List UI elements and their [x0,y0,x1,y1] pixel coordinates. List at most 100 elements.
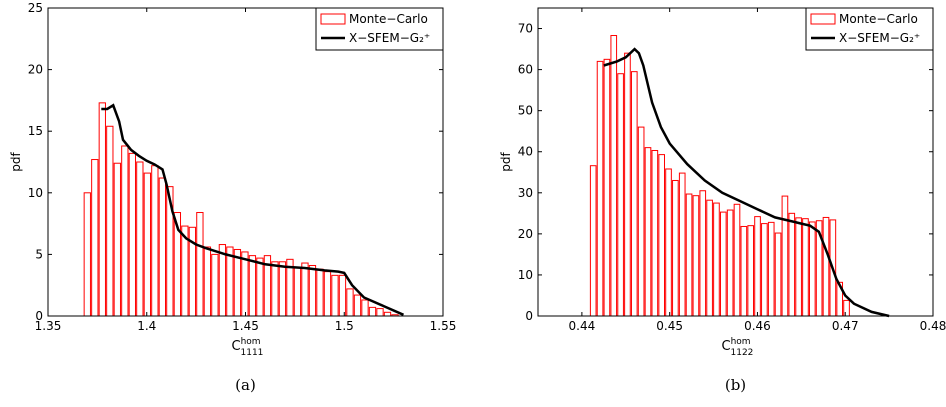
histogram-bar [603,58,611,317]
histogram-bar [106,125,114,317]
x-label-sup: hom [731,337,751,347]
histogram-bar [644,147,652,317]
histogram-bar [376,308,384,317]
histogram-bar [308,264,317,317]
x-label-sub: 1111 [241,348,264,358]
histogram-bar [143,172,151,317]
x-tick-label: 0.47 [832,319,859,333]
x-tick-label: 1.55 [430,319,457,333]
histogram-bar [211,253,219,317]
y-axis-label: pdf [9,152,23,172]
x-label-sub: 1122 [731,348,754,358]
histogram-bar [128,152,136,317]
histogram-bar [331,274,339,317]
histogram-bar [589,165,597,317]
y-tick-label: 50 [518,104,533,118]
histogram-bar [248,255,257,317]
histogram-bar [383,311,392,317]
histogram-bar [802,218,809,317]
histogram-bar [788,212,796,317]
x-tick-label: 0.48 [920,319,946,333]
x-axis-label: Chom 1111 [232,337,264,358]
x-tick-label: 0.46 [744,319,771,333]
axes-box [537,7,934,317]
histogram-bar [617,73,624,317]
histogram-bar [692,195,700,317]
legend-swatch [320,13,346,25]
histogram-bar [795,217,802,317]
caption: (a) [235,376,256,394]
histogram-bar [368,306,377,317]
y-tick-label: 10 [518,268,533,282]
y-tick-label: 10 [28,186,43,200]
histogram-bar [774,232,782,317]
histogram-bar [121,145,129,317]
histogram-bar [685,193,693,317]
histogram-bar [678,172,686,317]
y-tick-label: 60 [518,63,533,77]
y-tick-label: 20 [518,227,533,241]
histogram-bar [767,221,775,317]
histogram-bar [278,261,287,317]
x-tick-label: 0.44 [569,319,596,333]
legend-label: X−SFEM−G₂⁺ [839,31,920,45]
y-axis-label: pdf [499,152,513,172]
legend-swatch [810,13,836,25]
histogram-bar [233,248,242,317]
x-tick-label: 1.4 [137,319,156,333]
y-tick-label: 30 [518,186,533,200]
line-series [101,103,405,316]
x-tick-label: 1.35 [35,319,62,333]
x-label-sup: hom [241,337,261,347]
caption: (b) [725,376,746,394]
histogram-bar [706,199,713,317]
histogram-bar [203,246,212,317]
histogram-bar [113,162,121,317]
histogram-bar [256,257,264,317]
histogram-bar [726,209,734,317]
histogram-bar [226,246,234,317]
y-tick-label: 0 [35,309,43,323]
histogram-bar [808,221,816,317]
histogram-bar [596,60,604,317]
histogram-bar [754,216,761,317]
histogram-bar [353,294,362,317]
histogram-bar [624,52,631,317]
histogram-bar [843,299,850,317]
histogram-bar [651,150,659,317]
histogram-bar [196,212,204,317]
histogram-bar [781,195,789,317]
legend-label: Monte−Carlo [839,12,918,26]
histogram-bar [733,203,741,317]
y-tick-label: 40 [518,145,533,159]
histogram-bar [610,35,618,317]
histogram-bar [637,126,645,317]
histogram-bar [346,288,354,317]
histogram-bar [241,251,249,317]
histogram-bar [658,154,666,317]
histogram-bar [630,71,638,317]
y-tick-label: 20 [28,63,43,77]
histogram-bar [822,216,830,317]
line-series [603,47,890,318]
y-tick-label: 70 [518,22,533,36]
histogram-bar [761,223,768,317]
histogram-bar [301,262,309,317]
histogram-bar [158,177,167,317]
histogram-bar [361,299,369,317]
histogram-bar [293,267,302,317]
histogram-bar [83,192,91,317]
histogram-bar [338,274,347,317]
y-tick-label: 0 [525,309,533,323]
histogram-bar [316,268,324,317]
histogram-bar [740,225,748,317]
histogram-bar [323,271,332,317]
legend-label: Monte−Carlo [349,12,428,26]
x-axis-label: Chom 1122 [722,337,754,358]
histogram-bar [271,261,279,317]
histogram-bar [719,211,727,317]
x-tick-label: 0.45 [656,319,683,333]
x-label-base: C [722,339,731,354]
histogram-bar [98,102,106,317]
